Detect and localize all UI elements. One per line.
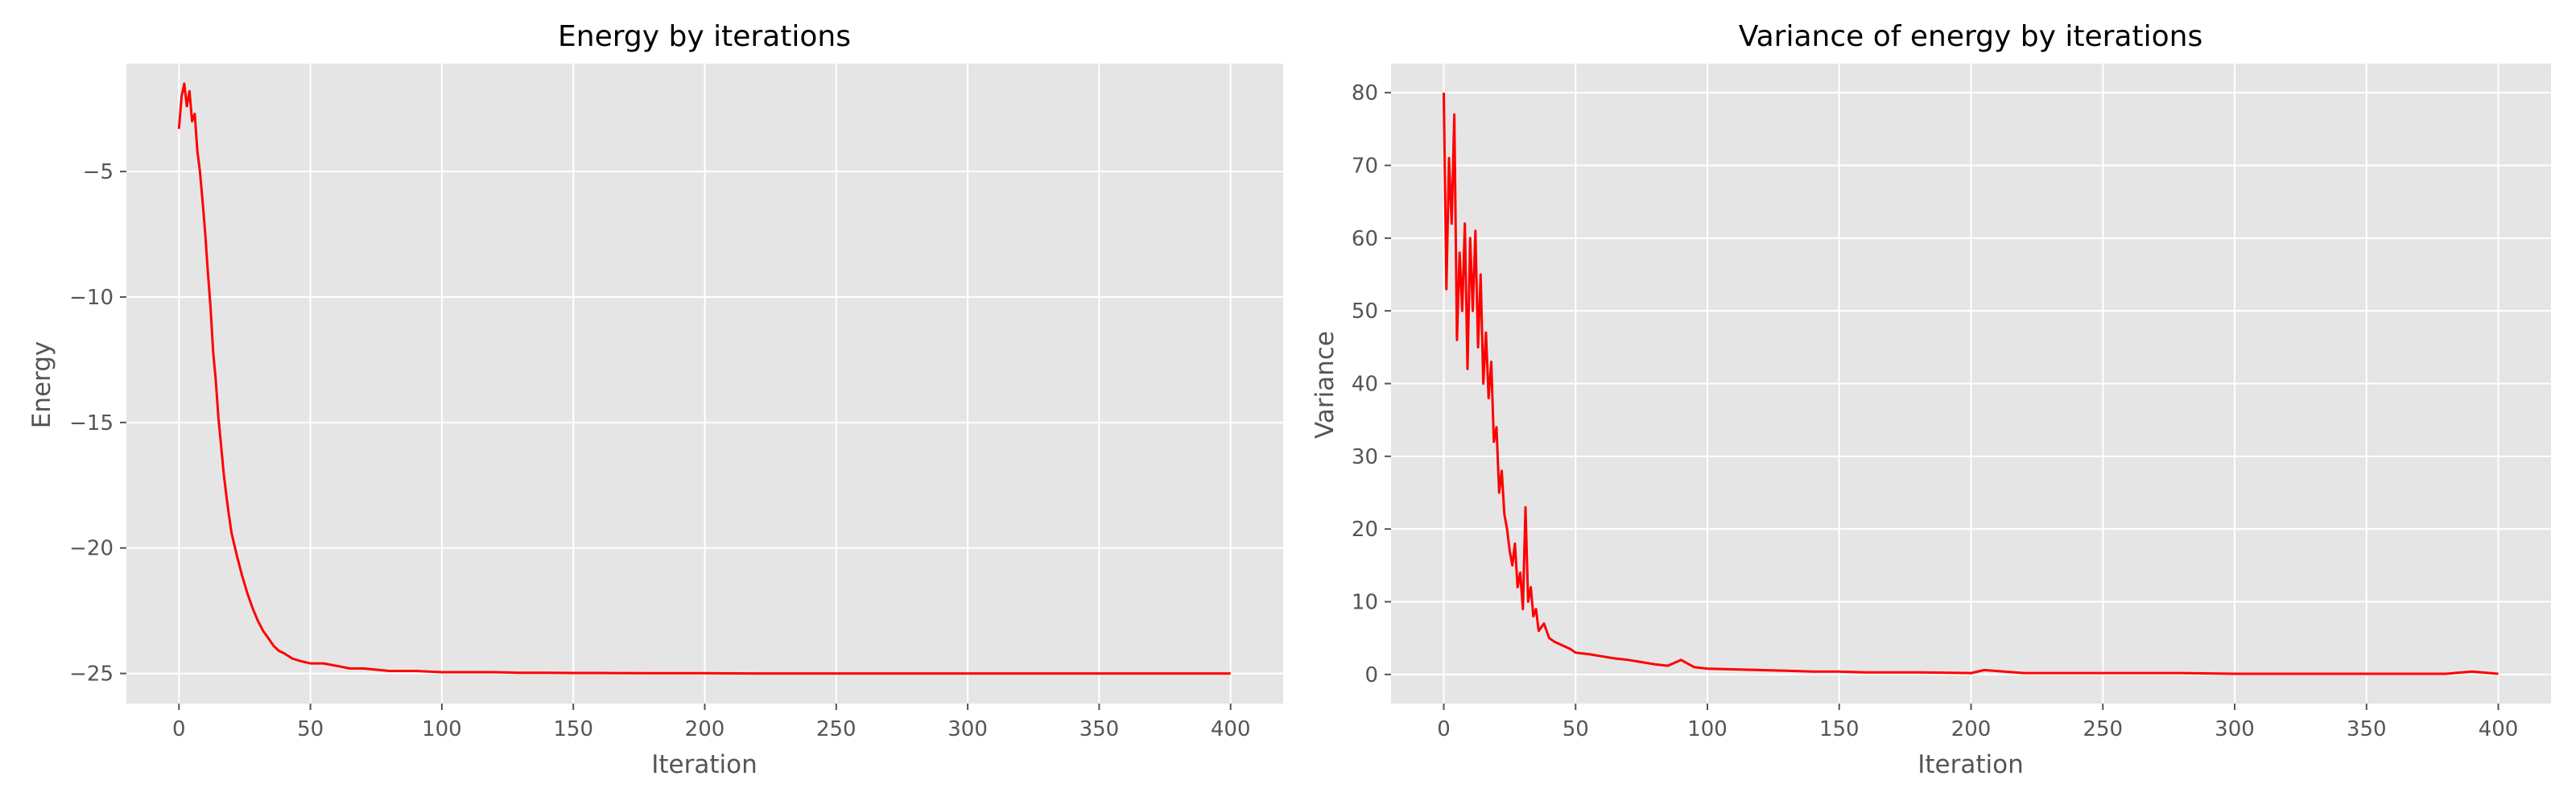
energy-x-ticks: 0 50 100 150 200 250 300 350 400 — [172, 704, 1251, 741]
energy-x-tick-label: 50 — [297, 717, 324, 741]
variance-x-tick-label: 100 — [1687, 717, 1728, 741]
variance-chart: 0 50 100 150 200 250 300 350 400 0 10 20 30 40 50 60 70… — [1311, 20, 2551, 779]
energy-y-tick-label: −10 — [69, 286, 114, 310]
variance-chart-title: Variance of energy by iterations — [1739, 20, 2202, 53]
energy-x-tick-label: 0 — [172, 717, 186, 741]
variance-x-tick-label: 150 — [1819, 717, 1860, 741]
energy-x-tick-label: 250 — [816, 717, 857, 741]
variance-x-tick-label: 0 — [1437, 717, 1451, 741]
variance-x-tick-label: 50 — [1563, 717, 1589, 741]
energy-gridlines — [126, 64, 1283, 704]
variance-x-tick-label: 350 — [2347, 717, 2387, 741]
variance-x-ticks: 0 50 100 150 200 250 300 350 400 — [1437, 704, 2518, 741]
variance-y-tick-label: 0 — [1364, 663, 1378, 687]
variance-x-tick-label: 200 — [1951, 717, 1992, 741]
energy-x-tick-label: 400 — [1211, 717, 1251, 741]
energy-series — [177, 82, 1231, 675]
energy-y-tick-label: −15 — [69, 411, 114, 436]
energy-x-axis-label: Iteration — [651, 750, 758, 779]
energy-chart-title: Energy by iterations — [558, 20, 851, 53]
energy-y-tick-label: −25 — [69, 663, 114, 687]
variance-y-axis-label: Variance — [1311, 331, 1340, 439]
variance-series-line — [1443, 93, 2499, 675]
energy-series-line — [177, 82, 1231, 675]
variance-y-tick-label: 50 — [1352, 299, 1378, 324]
variance-y-tick-label: 40 — [1352, 373, 1378, 397]
variance-x-tick-label: 400 — [2479, 717, 2519, 741]
variance-y-tick-label: 80 — [1352, 81, 1378, 105]
energy-y-ticks: −5 −10 −15 −20 −25 — [69, 160, 126, 687]
variance-y-tick-label: 60 — [1352, 227, 1378, 251]
variance-x-tick-label: 300 — [2215, 717, 2255, 741]
variance-y-tick-label: 30 — [1352, 445, 1378, 469]
energy-x-tick-label: 300 — [947, 717, 988, 741]
variance-y-ticks: 0 10 20 30 40 50 60 70 80 — [1352, 81, 1391, 687]
variance-y-tick-label: 10 — [1352, 591, 1378, 615]
energy-y-tick-label: −5 — [83, 160, 114, 184]
energy-x-tick-label: 100 — [422, 717, 462, 741]
energy-x-tick-label: 350 — [1080, 717, 1120, 741]
variance-x-axis-label: Iteration — [1918, 750, 2024, 779]
energy-x-tick-label: 150 — [553, 717, 593, 741]
variance-gridlines — [1391, 64, 2551, 704]
variance-y-tick-label: 20 — [1352, 518, 1378, 542]
variance-series — [1443, 93, 2499, 675]
energy-y-tick-label: −20 — [69, 537, 114, 561]
energy-y-axis-label: Energy — [27, 341, 56, 429]
variance-x-tick-label: 250 — [2083, 717, 2123, 741]
variance-y-tick-label: 70 — [1352, 154, 1378, 178]
energy-x-tick-label: 200 — [685, 717, 725, 741]
energy-chart: 0 50 100 150 200 250 300 350 400 −5−10−15−20−25 … — [27, 20, 1283, 779]
